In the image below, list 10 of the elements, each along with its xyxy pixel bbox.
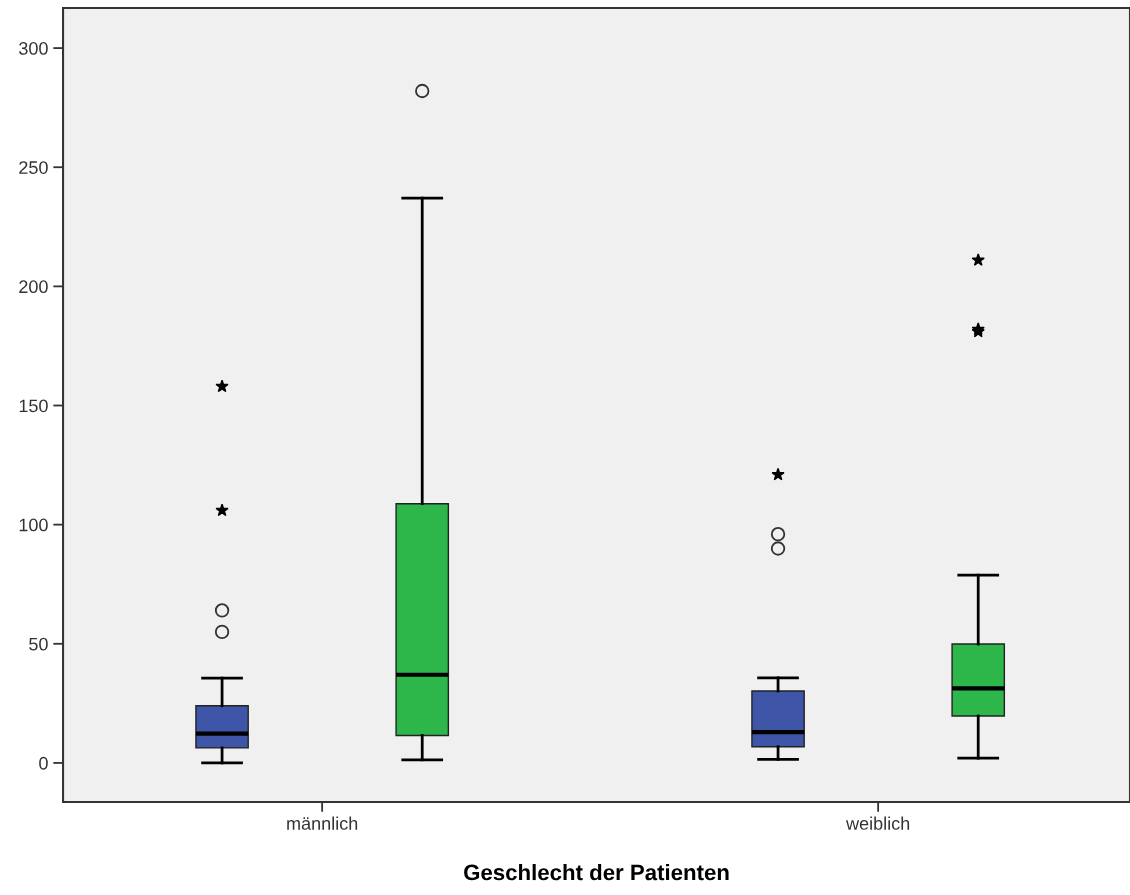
y-tick-label: 100 [19, 518, 48, 532]
y-tick-label: 0 [39, 756, 48, 770]
y-tick-label: 300 [19, 42, 48, 55]
y-tick-label: 200 [19, 280, 48, 294]
y-tick-label: 150 [19, 399, 48, 413]
x-tick-label: männlich [287, 816, 358, 830]
x-tick-label: weiblich [846, 816, 910, 830]
y-tick-label: 50 [29, 637, 48, 651]
x-axis-title: Geschlecht der Patienten [464, 863, 729, 881]
y-tick-label: 250 [19, 161, 48, 174]
